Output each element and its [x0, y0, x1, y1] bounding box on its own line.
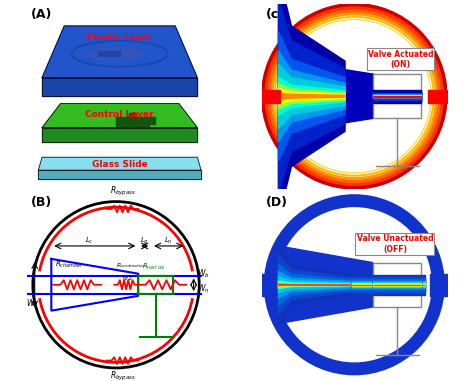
- Polygon shape: [279, 0, 345, 193]
- Polygon shape: [279, 277, 425, 293]
- Polygon shape: [279, 282, 425, 287]
- Text: $R_{contraction}$: $R_{contraction}$: [116, 261, 147, 270]
- Text: Glass Slide: Glass Slide: [92, 160, 147, 169]
- Polygon shape: [279, 77, 345, 116]
- Polygon shape: [279, 284, 351, 285]
- Bar: [373, 74, 421, 118]
- Polygon shape: [373, 94, 421, 98]
- Polygon shape: [42, 104, 197, 128]
- Text: $R_{bypass}$: $R_{bypass}$: [110, 370, 137, 381]
- Text: (B): (B): [31, 196, 52, 209]
- Bar: [129, 113, 137, 126]
- Text: $L_n$: $L_n$: [164, 236, 173, 247]
- Polygon shape: [373, 96, 421, 97]
- Text: $W_b$: $W_b$: [197, 267, 210, 280]
- Bar: [116, 117, 149, 126]
- Polygon shape: [42, 26, 197, 78]
- Bar: [138, 275, 173, 294]
- Polygon shape: [279, 244, 351, 325]
- Text: $R_{chamber}$: $R_{chamber}$: [55, 260, 84, 270]
- Polygon shape: [279, 277, 351, 293]
- Polygon shape: [373, 284, 421, 285]
- Text: (c): (c): [265, 8, 285, 21]
- Polygon shape: [373, 94, 421, 98]
- Polygon shape: [373, 282, 421, 287]
- Text: Valve Unactuated
(OFF): Valve Unactuated (OFF): [356, 234, 433, 254]
- Polygon shape: [42, 78, 197, 96]
- Polygon shape: [279, 283, 351, 286]
- Polygon shape: [373, 281, 421, 288]
- Polygon shape: [279, 246, 373, 323]
- Polygon shape: [373, 95, 421, 97]
- Text: $\theta$/2: $\theta$/2: [121, 274, 133, 282]
- Polygon shape: [279, 271, 351, 298]
- Polygon shape: [279, 32, 345, 161]
- Polygon shape: [373, 93, 421, 99]
- Polygon shape: [38, 157, 201, 170]
- Text: Fluidic Layer: Fluidic Layer: [87, 33, 152, 42]
- Bar: [373, 263, 421, 307]
- Polygon shape: [98, 51, 120, 56]
- Polygon shape: [279, 83, 345, 109]
- Text: $W_n$: $W_n$: [197, 282, 210, 295]
- Text: Control Layer: Control Layer: [85, 110, 154, 119]
- Text: (A): (A): [31, 8, 52, 21]
- Polygon shape: [279, 64, 345, 128]
- Polygon shape: [279, 93, 345, 99]
- Polygon shape: [373, 277, 421, 293]
- Polygon shape: [38, 170, 201, 179]
- Polygon shape: [279, 264, 351, 306]
- Polygon shape: [279, 279, 425, 290]
- Polygon shape: [373, 283, 421, 286]
- Polygon shape: [279, 88, 345, 104]
- Circle shape: [277, 207, 432, 362]
- Polygon shape: [279, 284, 425, 285]
- Polygon shape: [279, 59, 373, 133]
- Bar: [147, 117, 155, 124]
- Polygon shape: [83, 48, 142, 59]
- Text: Valve Actuated
(ON): Valve Actuated (ON): [368, 50, 433, 69]
- Polygon shape: [279, 283, 425, 286]
- Text: $R_{narrow}$: $R_{narrow}$: [142, 262, 166, 272]
- Circle shape: [264, 194, 445, 375]
- Polygon shape: [279, 281, 425, 288]
- Polygon shape: [373, 95, 421, 97]
- Polygon shape: [373, 284, 421, 285]
- Polygon shape: [373, 91, 421, 102]
- Polygon shape: [373, 275, 421, 295]
- Polygon shape: [373, 96, 421, 97]
- Polygon shape: [373, 279, 421, 290]
- Polygon shape: [279, 0, 345, 219]
- Polygon shape: [373, 92, 421, 100]
- Text: (D): (D): [265, 196, 288, 209]
- Polygon shape: [279, 51, 345, 141]
- Polygon shape: [279, 275, 425, 295]
- Polygon shape: [373, 74, 421, 118]
- Polygon shape: [373, 91, 421, 102]
- Polygon shape: [42, 128, 197, 142]
- Text: $L_c$: $L_c$: [85, 236, 93, 247]
- Text: $L_g$: $L_g$: [140, 236, 149, 247]
- Polygon shape: [279, 255, 351, 314]
- Text: $R_{bypass}$: $R_{bypass}$: [110, 185, 137, 198]
- Polygon shape: [279, 281, 351, 288]
- Circle shape: [280, 22, 428, 170]
- Polygon shape: [279, 284, 425, 285]
- Polygon shape: [373, 93, 421, 100]
- Text: $W_c$: $W_c$: [26, 297, 38, 309]
